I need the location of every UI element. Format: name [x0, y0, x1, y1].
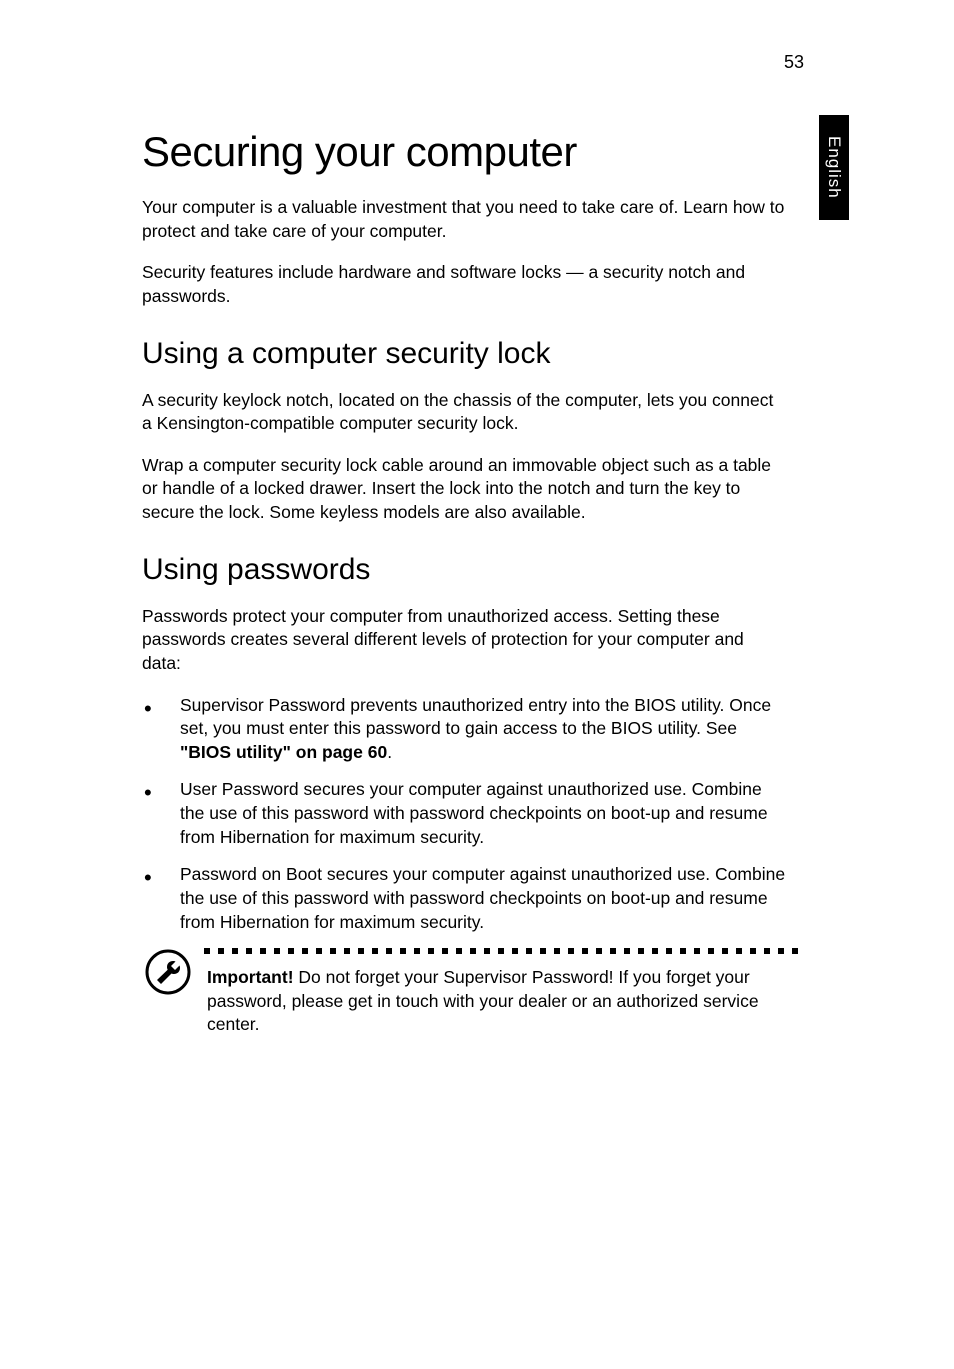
section-heading-passwords: Using passwords	[142, 553, 787, 587]
list-item: User Password secures your computer agai…	[142, 778, 787, 849]
note-text: Important! Do not forget your Supervisor…	[207, 966, 787, 1037]
list-item: Supervisor Password prevents unauthorize…	[142, 694, 787, 765]
list-text-post: .	[387, 742, 392, 762]
intro-paragraph-2: Security features include hardware and s…	[142, 261, 787, 308]
list-text: Supervisor Password prevents unauthorize…	[180, 695, 771, 739]
password-bullet-list: Supervisor Password prevents unauthorize…	[142, 694, 787, 935]
note-dotted-rule	[204, 948, 787, 954]
wrench-icon	[144, 948, 192, 1001]
main-content: Securing your computer Your computer is …	[142, 128, 787, 1037]
page-number: 53	[784, 52, 804, 73]
list-text: Password on Boot secures your computer a…	[180, 864, 785, 931]
note-label: Important!	[207, 967, 294, 987]
list-text: User Password secures your computer agai…	[180, 779, 768, 846]
list-item: Password on Boot secures your computer a…	[142, 863, 787, 934]
language-tab: English	[819, 115, 849, 220]
intro-paragraph-1: Your computer is a valuable investment t…	[142, 196, 787, 243]
important-note: Important! Do not forget your Supervisor…	[142, 948, 787, 1037]
page-title: Securing your computer	[142, 128, 787, 176]
passwords-intro: Passwords protect your computer from una…	[142, 605, 787, 676]
section-heading-security-lock: Using a computer security lock	[142, 337, 787, 371]
security-lock-paragraph-2: Wrap a computer security lock cable arou…	[142, 454, 787, 525]
security-lock-paragraph-1: A security keylock notch, located on the…	[142, 389, 787, 436]
list-bold-ref: "BIOS utility" on page 60	[180, 742, 387, 762]
